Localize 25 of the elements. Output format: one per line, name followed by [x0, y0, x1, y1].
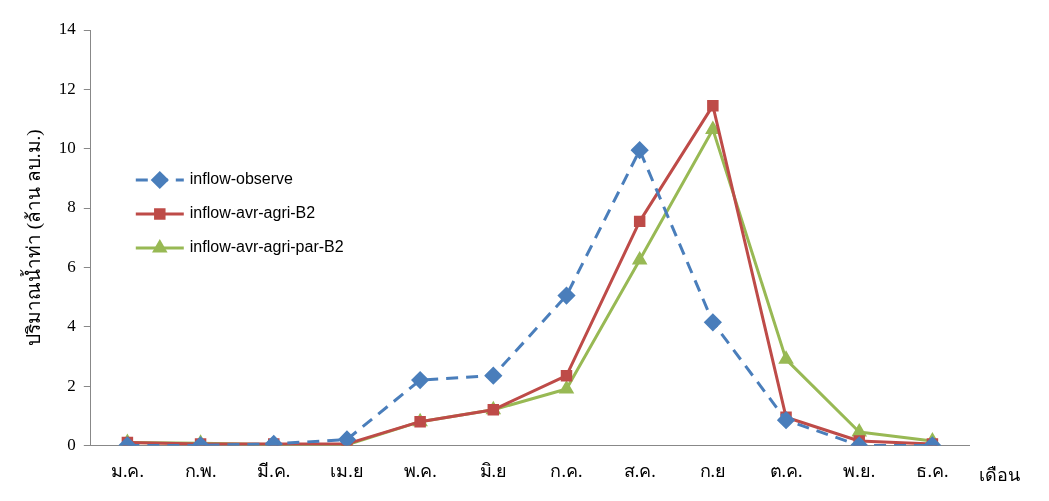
y-tick-label: 10	[58, 138, 76, 158]
x-tick-label: ม.ค.	[110, 460, 144, 481]
x-tick-label: พ.ย.	[843, 460, 876, 481]
x-tick-label: ก.ค.	[550, 460, 583, 481]
y-tick-label: 8	[67, 197, 76, 217]
x-tick-label: มี.ค.	[257, 460, 291, 481]
y-tick-label: 4	[67, 316, 77, 336]
x-tick-label: ก.ย	[699, 460, 727, 481]
legend-label: inflow-observe	[189, 170, 294, 188]
y-tick-label: 2	[67, 375, 76, 395]
x-tick-label: ต.ค.	[769, 460, 803, 481]
legend-label: inflow-avr-agri-B2	[189, 204, 316, 222]
y-tick-label: 0	[67, 434, 76, 454]
x-tick-label: ธ.ค.	[916, 460, 949, 481]
x-axis-title: เดือน	[979, 465, 1020, 486]
x-tick-label: มิ.ย	[479, 460, 508, 481]
y-tick-label: 12	[58, 78, 76, 98]
x-tick-label: พ.ค.	[403, 460, 437, 481]
legend-label: inflow-avr-agri-par-B2	[189, 238, 344, 256]
x-tick-label: ส.ค.	[623, 460, 656, 481]
x-tick-label: ก.พ.	[184, 460, 217, 481]
y-tick-label: 6	[67, 256, 76, 276]
x-tick-label: เม.ย	[330, 460, 364, 481]
y-tick-label: 14	[58, 19, 77, 39]
y-axis-title: ปริมาณน้ำท่า (ล้าน ลบ.ม.)	[20, 129, 46, 347]
